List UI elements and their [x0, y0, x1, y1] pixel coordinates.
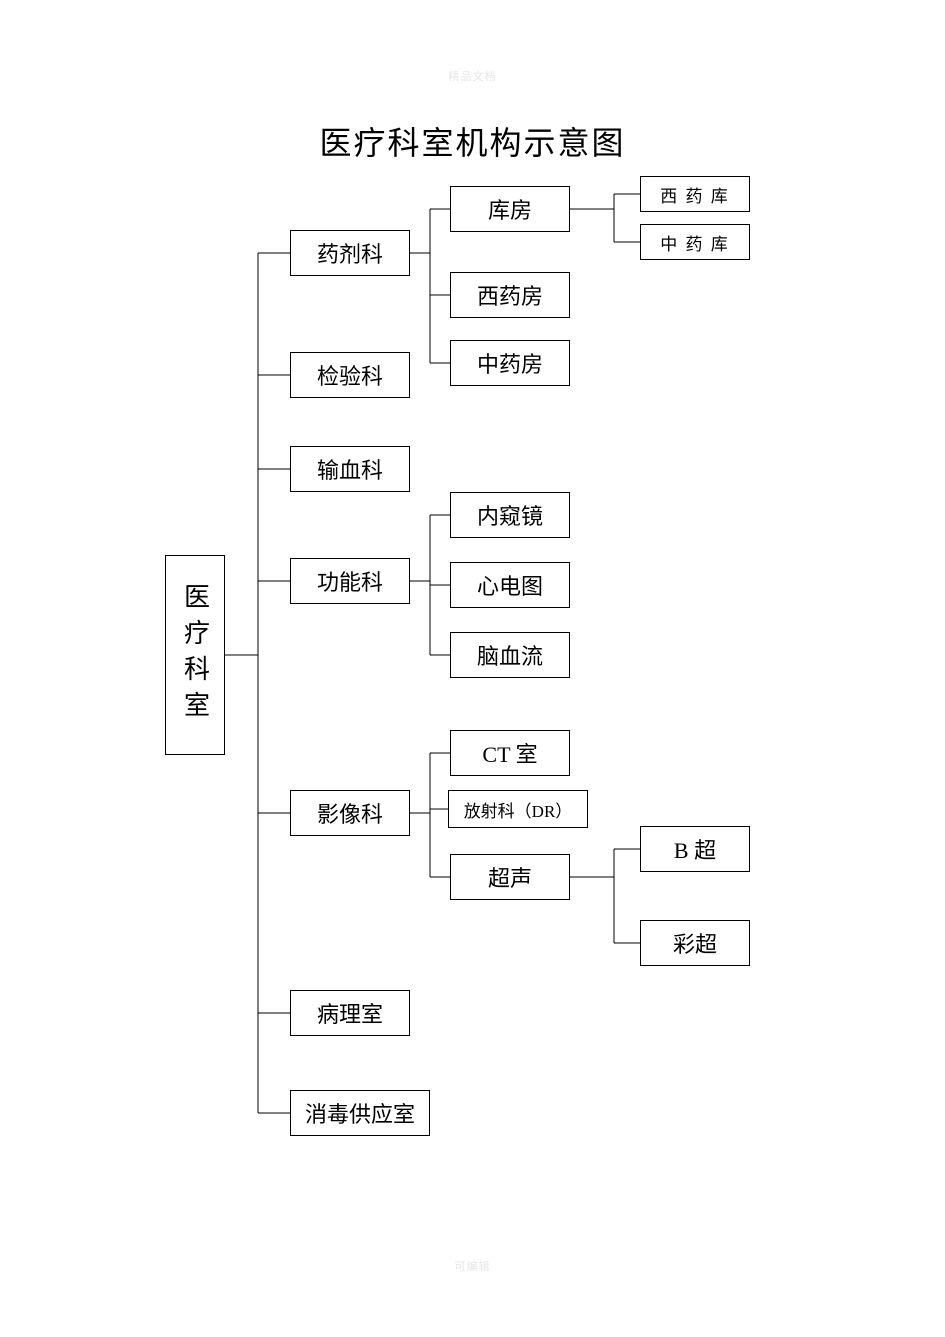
node-function: 功能科: [290, 558, 410, 604]
watermark-top: 精品文档: [449, 68, 497, 84]
node-imaging: 影像科: [290, 790, 410, 836]
diagram-title: 医疗科室机构示意图: [319, 118, 625, 164]
node-root: 医疗科室: [165, 555, 225, 755]
node-pharmacy: 药剂科: [290, 230, 410, 276]
node-west_pharm: 西药房: [450, 272, 570, 318]
node-lab: 检验科: [290, 352, 410, 398]
node-storeroom: 库房: [450, 186, 570, 232]
watermark-bottom: 可编辑: [455, 1258, 491, 1274]
node-pathology: 病理室: [290, 990, 410, 1036]
node-ct: CT 室: [450, 730, 570, 776]
node-bultra: B 超: [640, 826, 750, 872]
node-dr: 放射科（DR）: [448, 790, 588, 828]
node-ecg: 心电图: [450, 562, 570, 608]
node-cerebral: 脑血流: [450, 632, 570, 678]
node-blood: 输血科: [290, 446, 410, 492]
node-color: 彩超: [640, 920, 750, 966]
node-ultrasound: 超声: [450, 854, 570, 900]
node-west_store: 西 药 库: [640, 176, 750, 212]
node-cn_pharm: 中药房: [450, 340, 570, 386]
diagram-canvas: 精品文档 医疗科室机构示意图 医疗科室 药剂科检验科输血科功能科影像科病理室消毒供…: [0, 0, 945, 1337]
node-cn_store: 中 药 库: [640, 224, 750, 260]
node-sterile: 消毒供应室: [290, 1090, 430, 1136]
node-endoscope: 内窥镜: [450, 492, 570, 538]
